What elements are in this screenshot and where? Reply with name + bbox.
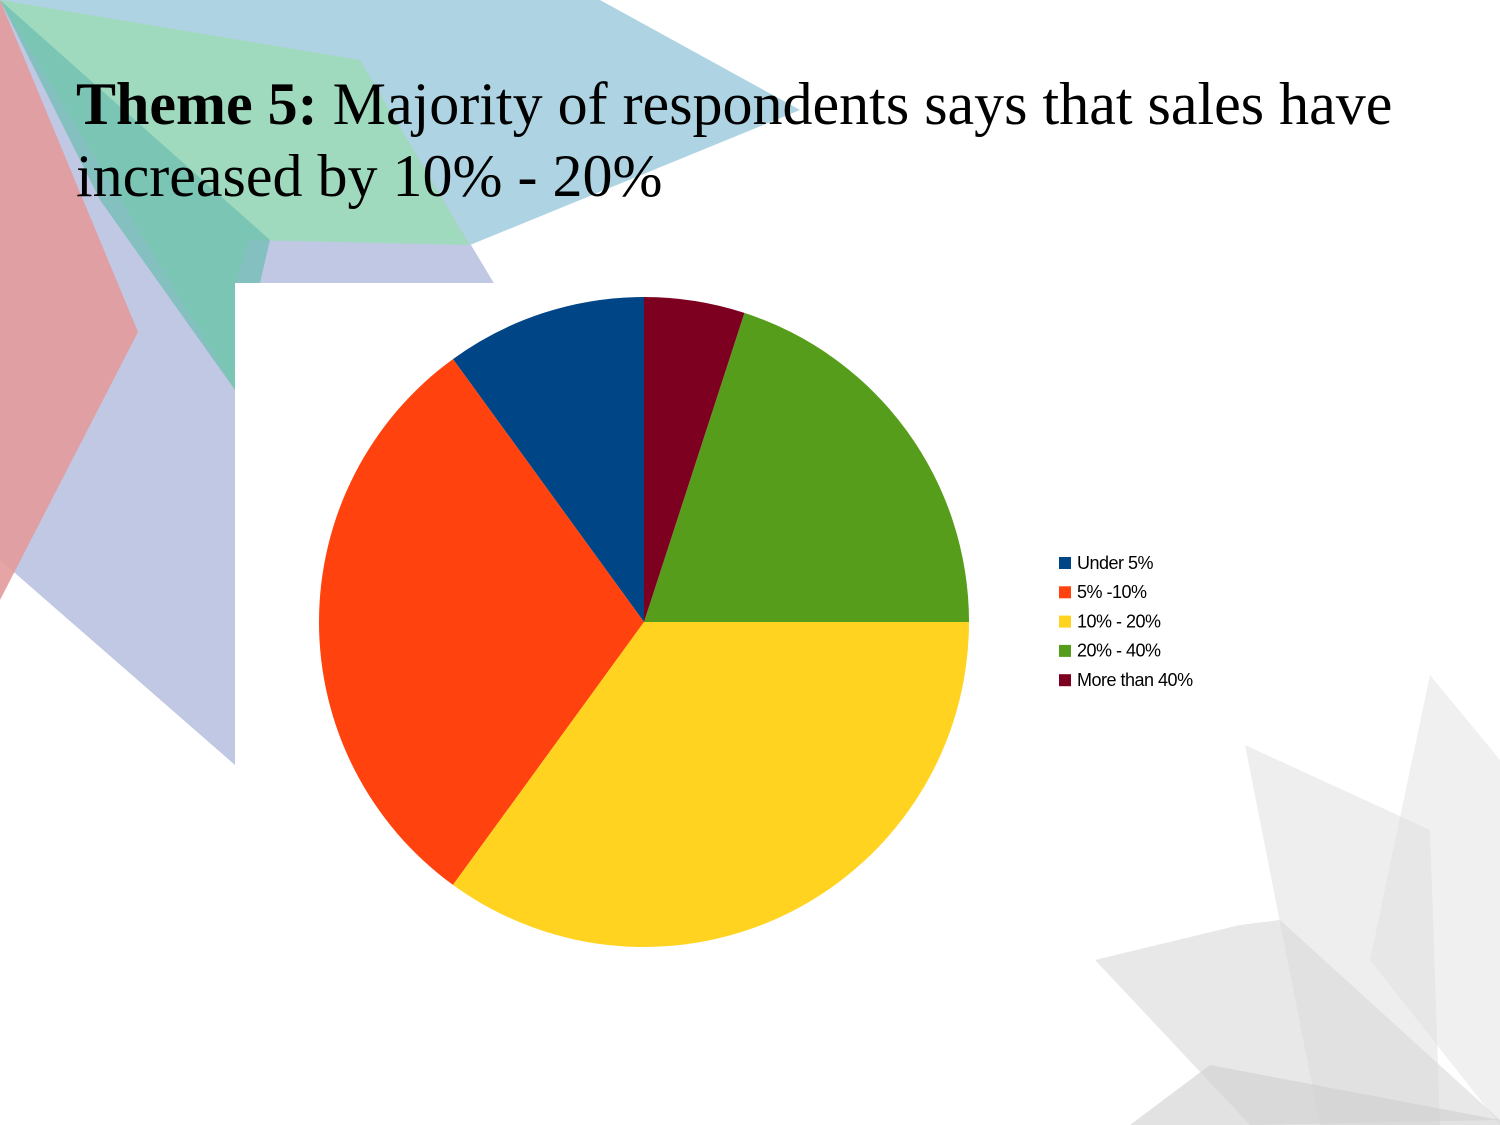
pie-slice [644,312,969,622]
legend-swatch [1059,557,1071,569]
legend-swatch [1059,615,1071,628]
pie [318,297,969,948]
pie-slice [318,359,644,885]
decor-shape [1130,1065,1500,1125]
legend: Under 5% 5% -10% 10% - 20% 20% - 40% More th… [1059,553,1194,690]
decor-shape [1370,675,1500,1125]
title-prefix: Theme 5: [76,71,318,137]
legend-label: 5% -10% [1077,582,1147,602]
pie-slice [452,297,644,622]
decor-shape [0,0,138,600]
legend-label: 20% - 40% [1077,641,1161,661]
legend-swatch [1059,674,1071,687]
slide-title: Theme 5: Majority of respondents says th… [76,68,1456,212]
legend-label: More than 40% [1077,670,1193,690]
decor-shape [1095,920,1500,1125]
decor-shape [0,0,270,390]
legend-swatch [1059,586,1071,599]
legend-label: Under 5% [1077,553,1154,573]
pie-slice [452,622,969,948]
legend-swatch [1059,644,1071,657]
legend-label: 10% - 20% [1077,611,1161,631]
pie-slice [644,297,745,622]
title-text: Majority of respondents says that sales … [76,71,1393,209]
